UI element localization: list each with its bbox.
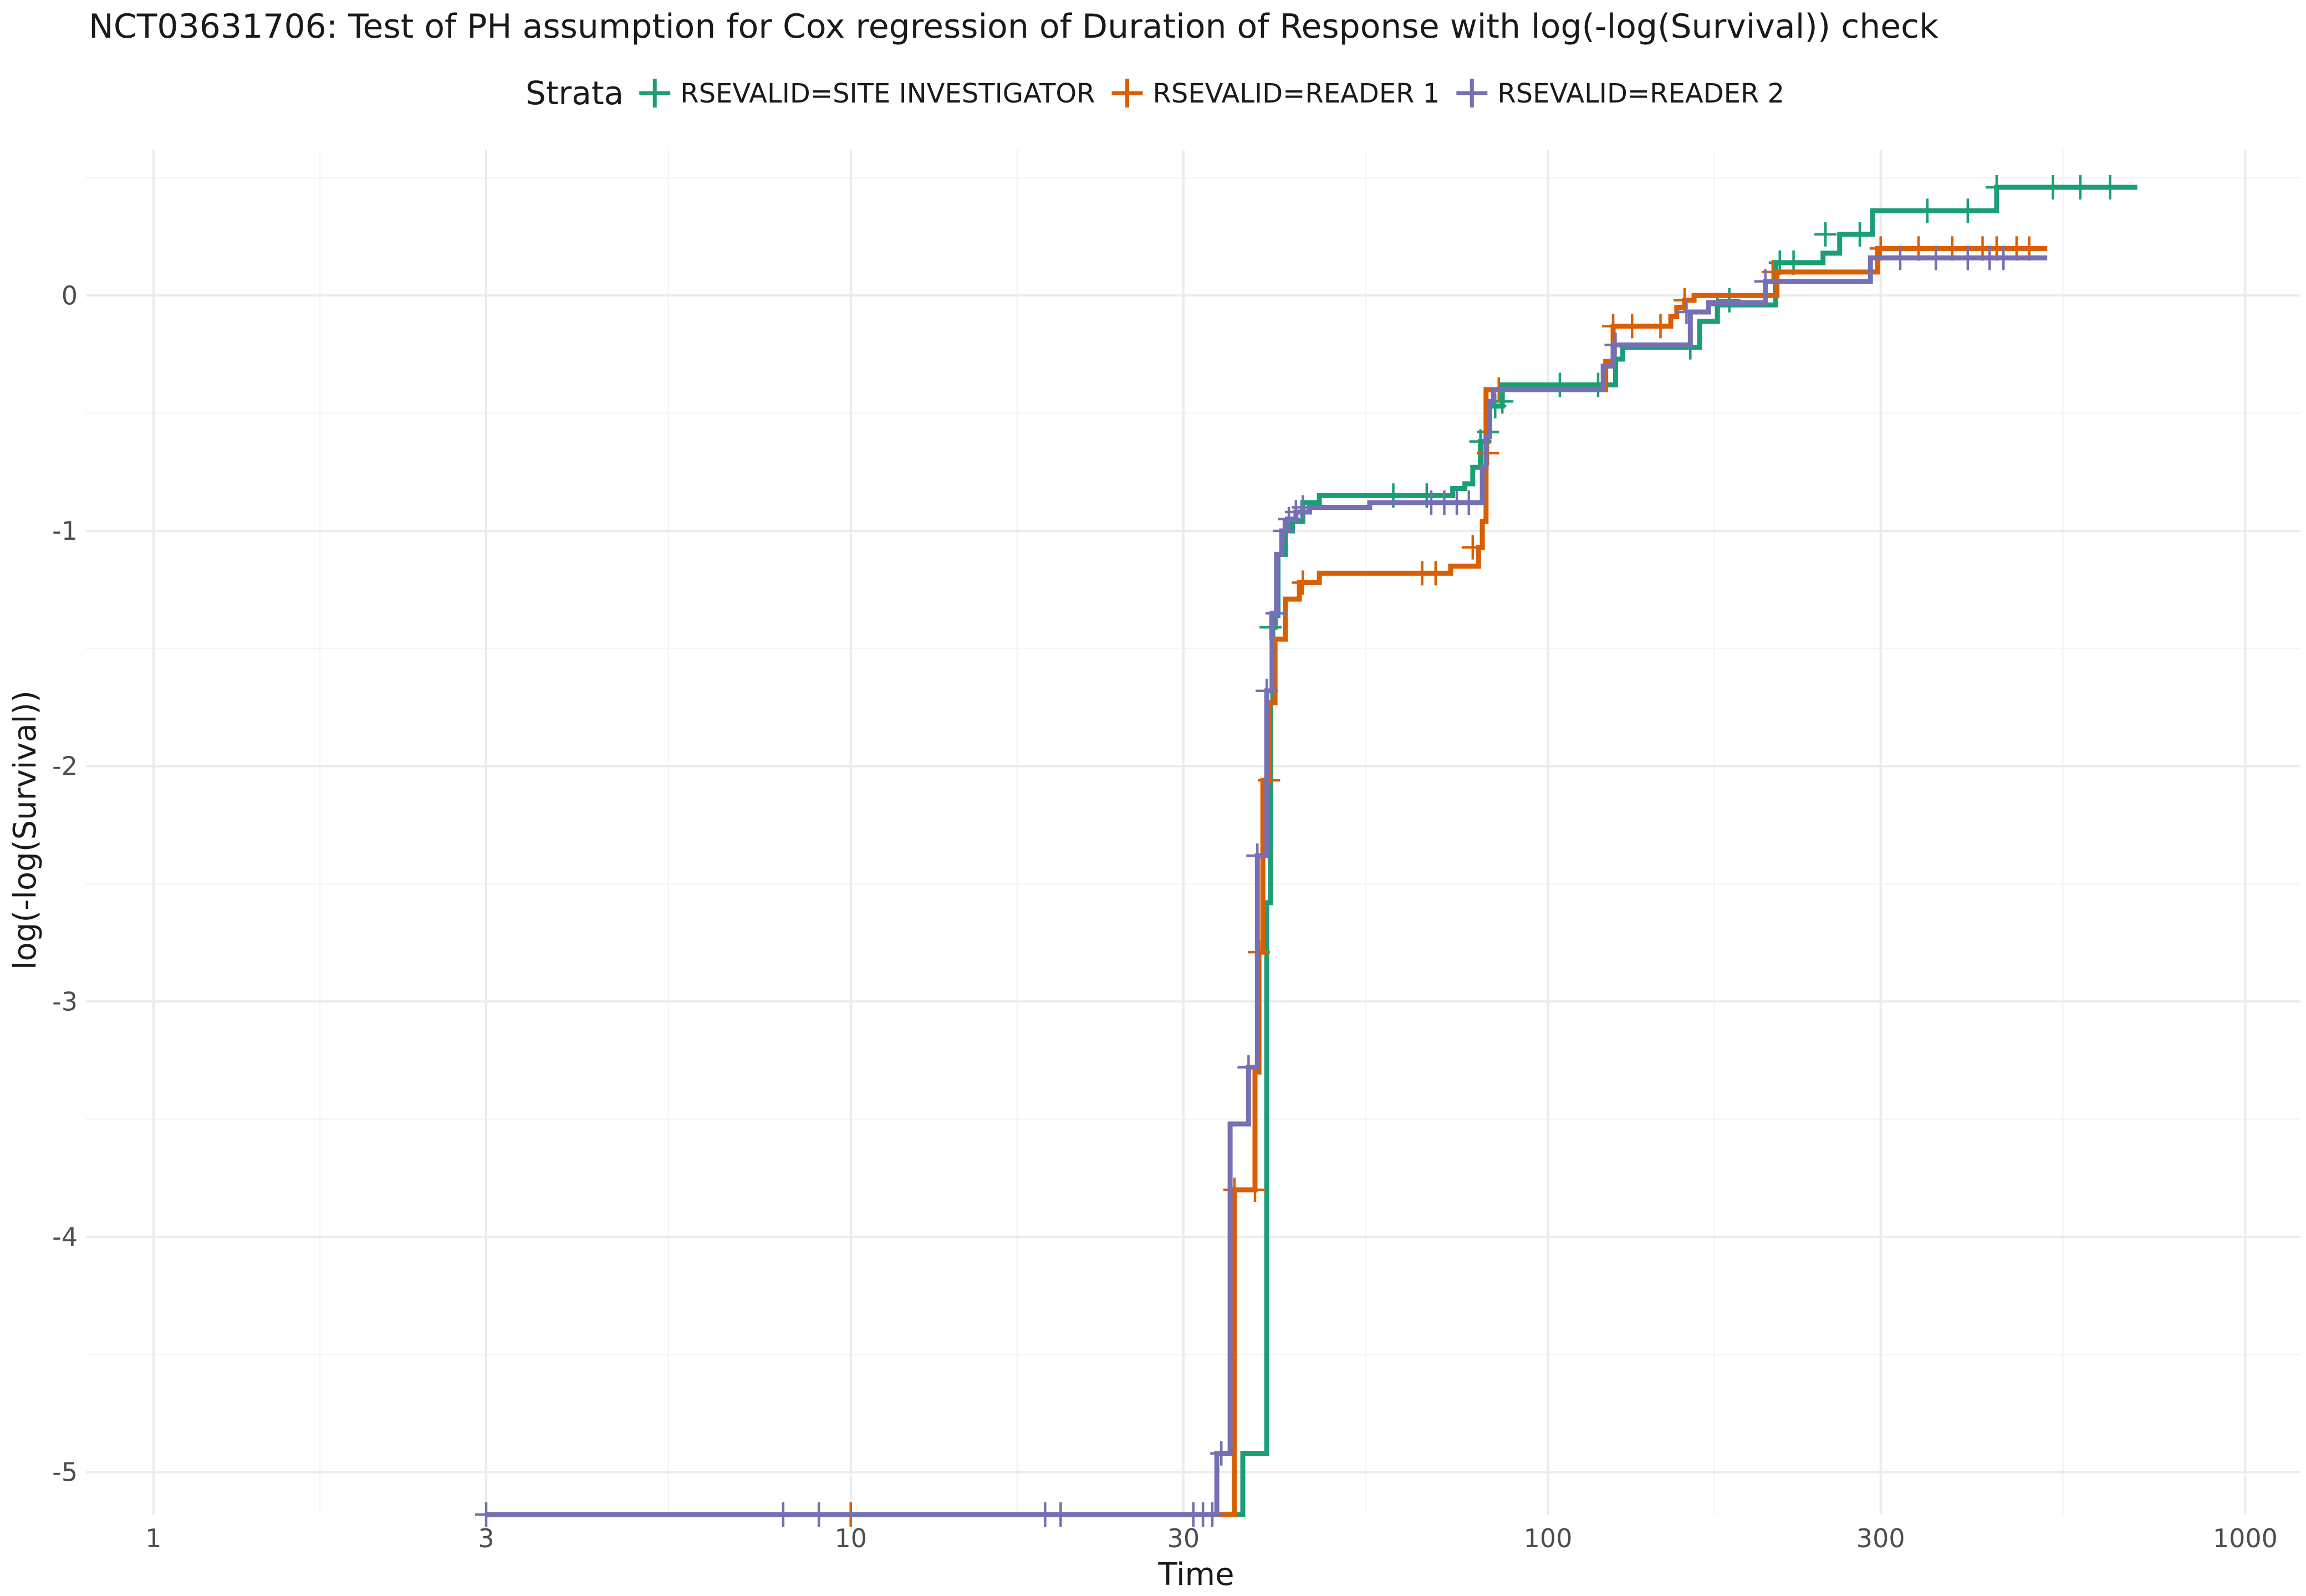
series-layer xyxy=(475,175,2137,1527)
legend-key xyxy=(1111,79,1143,108)
legend-item: RSEVALID=READER 2 xyxy=(1456,78,1784,109)
censor-mark xyxy=(1548,372,1571,397)
censor-mark xyxy=(1201,1502,1223,1527)
censor-mark xyxy=(1649,314,1672,339)
censor-mark xyxy=(1985,175,2008,200)
legend-title: Strata xyxy=(526,74,624,112)
plot-grid xyxy=(86,150,2300,1515)
y-axis-title: log(-log(Survival)) xyxy=(7,690,43,970)
censor-mark xyxy=(1992,245,2015,270)
y-tick-label: -3 xyxy=(52,986,78,1016)
censor-mark xyxy=(1956,198,1979,223)
censor-mark xyxy=(1210,1441,1233,1466)
censor-mark xyxy=(1925,245,1947,270)
legend-key xyxy=(1456,79,1488,108)
censor-mark xyxy=(1916,198,1938,223)
axis-ticks: 1 3 10 30 100 300 1000 -5 -4 -3 -2 -1 0 xyxy=(52,280,2278,1553)
censor-mark xyxy=(1602,314,1625,339)
censor-mark xyxy=(808,1502,830,1527)
x-tick-label: 30 xyxy=(1167,1523,1200,1553)
censor-mark xyxy=(1754,269,1777,294)
legend-item: RSEVALID=SITE INVESTIGATOR xyxy=(639,78,1095,109)
censor-mark xyxy=(2069,175,2091,200)
censor-mark xyxy=(1265,601,1288,626)
x-tick-label: 10 xyxy=(834,1523,867,1553)
x-tick-label: 1 xyxy=(145,1523,161,1553)
x-tick-label: 1000 xyxy=(2213,1523,2278,1553)
censor-mark xyxy=(1621,314,1644,339)
series-group xyxy=(486,175,2137,1527)
censor-mark xyxy=(1849,222,1871,247)
censor-mark xyxy=(1256,678,1278,703)
legend-label: RSEVALID=SITE INVESTIGATOR xyxy=(680,78,1095,109)
censor-mark xyxy=(772,1502,794,1527)
legend-label: RSEVALID=READER 1 xyxy=(1153,78,1440,109)
y-tick-label: -1 xyxy=(52,516,78,546)
censor-mark xyxy=(1673,288,1696,313)
y-tick-label: -2 xyxy=(52,751,78,781)
series-line xyxy=(486,185,2137,1517)
censor-mark xyxy=(1223,1177,1246,1202)
y-tick-label: -4 xyxy=(52,1222,78,1252)
censor-mark xyxy=(475,1502,498,1527)
censor-mark xyxy=(1292,495,1314,520)
censor-mark xyxy=(1604,332,1627,357)
censor-mark xyxy=(1237,1055,1260,1080)
legend: Strata RSEVALID=SITE INVESTIGATOR RSEVALI… xyxy=(526,74,1784,112)
censor-mark xyxy=(1889,245,1911,270)
y-tick-label: 0 xyxy=(62,280,78,310)
censor-mark xyxy=(1457,490,1480,515)
censor-mark xyxy=(1956,245,1979,270)
legend-label: RSEVALID=READER 2 xyxy=(1497,78,1784,109)
censor-mark xyxy=(2042,175,2064,200)
x-tick-label: 3 xyxy=(478,1523,494,1553)
x-tick-label: 100 xyxy=(1524,1523,1573,1553)
legend-item: RSEVALID=READER 1 xyxy=(1111,78,1440,109)
series-group xyxy=(475,245,2048,1527)
censor-mark xyxy=(1292,570,1314,595)
censor-mark xyxy=(1424,561,1447,586)
legend-key xyxy=(639,79,671,108)
censor-mark xyxy=(1049,1502,1072,1527)
x-axis-title: Time xyxy=(1157,1557,1234,1593)
series-line xyxy=(486,255,2048,1517)
censor-mark xyxy=(2099,175,2121,200)
y-tick-label: -5 xyxy=(52,1457,78,1487)
censor-mark xyxy=(1244,1177,1266,1202)
censor-mark xyxy=(1814,222,1837,247)
censor-mark xyxy=(1461,535,1484,560)
censor-mark xyxy=(1246,843,1269,868)
chart-title: NCT03631706: Test of PH assumption for C… xyxy=(89,7,1938,46)
censor-mark xyxy=(1273,518,1295,543)
x-tick-label: 300 xyxy=(1856,1523,1905,1553)
censor-mark xyxy=(1675,300,1698,325)
